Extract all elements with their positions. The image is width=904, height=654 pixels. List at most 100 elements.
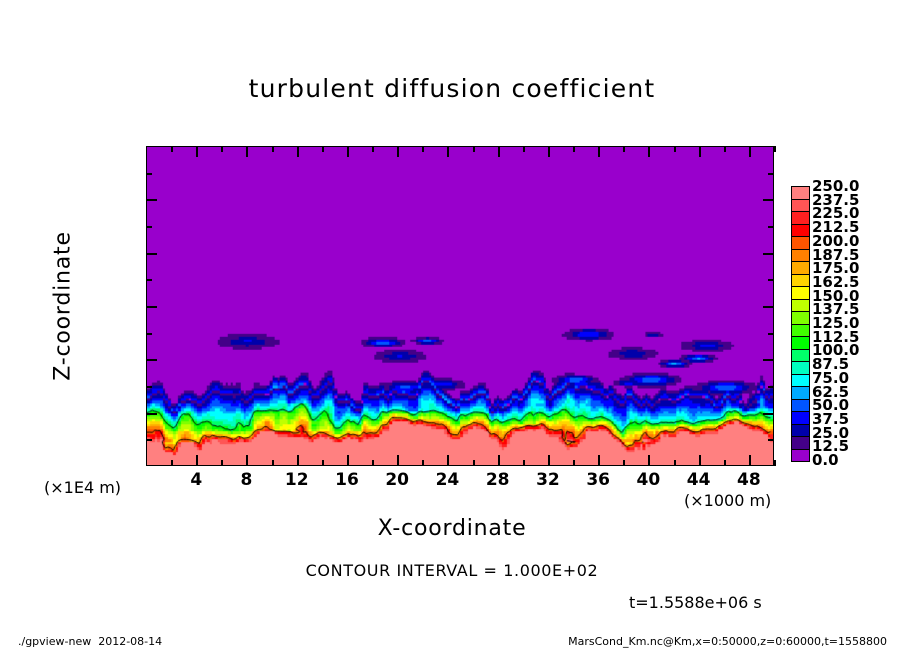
colorbar-band <box>792 449 809 461</box>
x-unit-label: (×1000 m) <box>684 491 772 510</box>
colorbar-label: 250.0 <box>812 177 860 195</box>
colorbar-band <box>792 249 809 262</box>
x-tick-label: 44 <box>686 470 711 490</box>
page-title: turbulent diffusion coefficient <box>248 74 656 103</box>
z-axis-title: Z-coordinate <box>50 231 76 381</box>
time-label: t=1.5588e+06 s <box>629 593 762 612</box>
colorbar-band <box>792 399 809 412</box>
y-major-tick <box>763 359 774 361</box>
colorbar-band <box>792 274 809 287</box>
colorbar-band <box>792 199 809 212</box>
x-tick-label: 20 <box>385 470 410 490</box>
x-major-tick <box>498 455 500 466</box>
colorbar-label: 112.5 <box>812 327 860 346</box>
x-minor-tick <box>774 146 776 152</box>
x-major-tick <box>548 146 550 157</box>
colorbar-label: 162.5 <box>812 272 860 291</box>
x-minor-tick <box>674 146 676 152</box>
x-minor-tick <box>724 460 726 466</box>
footer-command: ./gpview-new 2012-08-14 <box>18 635 163 648</box>
plot-frame <box>146 146 774 466</box>
colorbar-label: 100.0 <box>812 341 860 360</box>
x-axis-title: X-coordinate <box>377 516 527 541</box>
x-major-tick <box>498 146 500 157</box>
y-major-tick <box>763 253 774 255</box>
x-tick-label: 28 <box>485 470 510 490</box>
x-minor-tick <box>623 460 625 466</box>
colorbar-band <box>792 237 809 250</box>
x-minor-tick <box>473 146 475 152</box>
colorbar-band <box>792 437 809 450</box>
colorbar-band <box>792 374 809 387</box>
x-tick-label: 16 <box>335 470 359 490</box>
colorbar-label: 150.0 <box>812 286 860 305</box>
y-minor-tick <box>146 226 152 228</box>
x-minor-tick <box>573 146 575 152</box>
x-major-tick <box>196 146 198 157</box>
colorbar-label: 137.5 <box>812 300 860 319</box>
x-minor-tick <box>272 460 274 466</box>
y-minor-tick <box>146 173 152 175</box>
colorbar-label: 37.5 <box>812 409 850 428</box>
x-tick-label: 40 <box>636 470 661 490</box>
colorbar-label: 62.5 <box>812 382 850 401</box>
colorbar-band <box>792 387 809 400</box>
x-major-tick <box>598 455 600 466</box>
x-major-tick <box>347 455 349 466</box>
colorbar <box>791 186 810 462</box>
x-major-tick <box>246 455 248 466</box>
y-minor-tick <box>146 439 152 441</box>
x-minor-tick <box>473 460 475 466</box>
y-major-tick <box>146 413 157 415</box>
x-major-tick <box>397 146 399 157</box>
colorbar-label: 212.5 <box>812 218 860 237</box>
x-minor-tick <box>422 146 424 152</box>
x-tick-label: 48 <box>737 470 761 490</box>
x-tick-label: 36 <box>586 470 610 490</box>
x-major-tick <box>447 146 449 157</box>
x-minor-tick <box>272 146 274 152</box>
colorbar-band <box>792 412 809 425</box>
x-major-tick <box>648 146 650 157</box>
x-major-tick <box>347 146 349 157</box>
z-unit-label: (×1E4 m) <box>44 478 122 497</box>
x-major-tick <box>598 146 600 157</box>
colorbar-band <box>792 424 809 437</box>
y-minor-tick <box>768 279 774 281</box>
colorbar-label: 125.0 <box>812 314 860 332</box>
colorbar-label: 75.0 <box>812 368 850 387</box>
colorbar-band <box>792 312 809 325</box>
y-minor-tick <box>146 386 152 388</box>
y-major-tick <box>146 199 157 201</box>
colorbar-label: 200.0 <box>812 231 860 250</box>
x-major-tick <box>699 146 701 157</box>
x-minor-tick <box>674 460 676 466</box>
colorbar-label: 187.5 <box>812 245 860 264</box>
y-minor-tick <box>768 226 774 228</box>
x-tick-label: 4 <box>190 470 203 490</box>
x-minor-tick <box>724 146 726 152</box>
x-tick-label: 24 <box>435 470 460 490</box>
y-minor-tick <box>768 439 774 441</box>
colorbar-label: 12.5 <box>812 437 850 456</box>
colorbar-band <box>792 287 809 300</box>
y-major-tick <box>146 253 157 255</box>
x-tick-label: 32 <box>536 470 560 490</box>
colorbar-label: 25.0 <box>812 423 850 442</box>
x-major-tick <box>297 455 299 466</box>
colorbar-band <box>792 349 809 362</box>
y-minor-tick <box>146 333 152 335</box>
x-minor-tick <box>322 146 324 152</box>
colorbar-label: 0.0 <box>812 451 839 469</box>
x-major-tick <box>397 455 399 466</box>
y-minor-tick <box>768 386 774 388</box>
x-minor-tick <box>623 146 625 152</box>
x-major-tick <box>196 455 198 466</box>
y-minor-tick <box>146 279 152 281</box>
x-minor-tick <box>322 460 324 466</box>
y-major-tick <box>146 359 157 361</box>
x-minor-tick <box>523 146 525 152</box>
colorbar-band <box>792 187 809 200</box>
colorbar-label: 87.5 <box>812 355 850 374</box>
x-minor-tick <box>372 460 374 466</box>
